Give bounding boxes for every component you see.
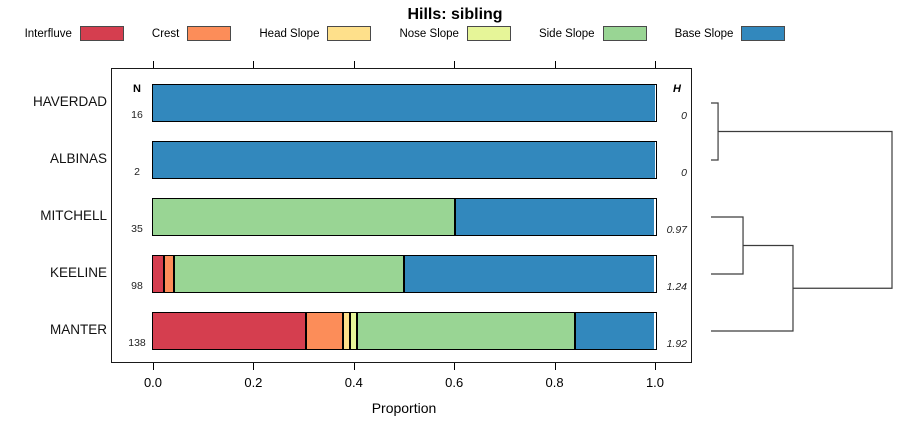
x-tick-bottom: [153, 363, 154, 370]
dendrogram-link: [711, 102, 719, 161]
bar-segment-interfluve: [152, 313, 306, 349]
legend-swatch: [466, 26, 511, 41]
bar-segment-head-slope: [341, 313, 349, 349]
h-value: 1.24: [666, 281, 687, 293]
n-value: 16: [131, 109, 143, 121]
x-tick-label: 0.4: [344, 375, 363, 390]
stacked-bar: [151, 141, 657, 179]
n-column-header: N: [133, 83, 141, 95]
x-tick-bottom: [353, 363, 355, 370]
bar-segment-side-slope: [152, 199, 454, 235]
x-tick-top: [655, 61, 656, 68]
legend-label: Head Slope: [259, 27, 320, 40]
legend-item: Crest: [151, 26, 232, 41]
stacked-bar: [151, 255, 657, 293]
row-label: HAVERDAD: [32, 94, 107, 109]
x-axis-title: Proportion: [371, 400, 437, 416]
legend-swatch: [741, 26, 786, 41]
n-value: 98: [131, 280, 143, 292]
legend-item: Side Slope: [539, 26, 647, 41]
legend-label: Interfluve: [24, 27, 72, 40]
row-label: MITCHELL: [40, 208, 107, 223]
bar-segment-side-slope: [172, 256, 404, 292]
x-tick-top: [253, 61, 255, 68]
x-tick-top: [454, 61, 456, 68]
bar-segment-crest: [305, 313, 342, 349]
legend-label: Crest: [151, 27, 180, 40]
h-value: 0: [681, 110, 687, 122]
dendrogram-link: [718, 130, 893, 289]
stacked-bar: [151, 198, 657, 236]
x-tick-top: [554, 61, 556, 68]
legend-label: Side Slope: [538, 27, 595, 40]
x-tick-bottom: [554, 363, 556, 370]
legend-label: Base Slope: [674, 27, 734, 40]
chart-title: Hills: sibling: [407, 6, 503, 23]
legend-swatch: [79, 26, 124, 41]
legend-item: Head Slope: [259, 26, 372, 41]
row-label: ALBINAS: [49, 151, 107, 166]
legend: Interfluve Crest Head Slope Nose Slope Side …: [0, 26, 810, 41]
row-label: KEELINE: [49, 265, 107, 280]
bar-segment-base-slope: [453, 199, 655, 235]
x-tick-bottom: [454, 363, 456, 370]
n-value: 35: [131, 223, 143, 235]
x-tick-label: 0.0: [143, 375, 163, 390]
legend-swatch: [327, 26, 372, 41]
stacked-bar: [151, 84, 657, 122]
x-tick-label: 0.6: [445, 375, 464, 390]
bar-segment-interfluve: [152, 256, 163, 292]
plot-area: [111, 68, 692, 363]
legend-swatch: [187, 26, 232, 41]
x-tick-label: 1.0: [645, 375, 665, 390]
n-value: 138: [128, 337, 146, 349]
bar-segment-base-slope: [403, 256, 655, 292]
legend-item: Base Slope: [675, 26, 786, 41]
bar-segment-base-slope: [152, 142, 655, 178]
legend-item: Nose Slope: [399, 26, 511, 41]
bar-segment-base-slope: [574, 313, 655, 349]
h-column-header: H: [673, 83, 681, 95]
row-label: MANTER: [50, 322, 107, 337]
dendrogram: [711, 102, 893, 332]
x-tick-bottom: [253, 363, 255, 370]
x-tick-top: [153, 61, 154, 68]
bar-segment-side-slope: [355, 313, 575, 349]
stacked-bar: [151, 312, 657, 350]
bar-segment-base-slope: [152, 85, 655, 121]
x-tick-label: 0.2: [244, 375, 263, 390]
dendrogram-link: [711, 244, 794, 332]
x-tick-bottom: [655, 363, 656, 370]
h-value: 0: [681, 167, 687, 179]
bar-segment-nose-slope: [348, 313, 356, 349]
legend-swatch: [602, 26, 647, 41]
h-value: 1.92: [666, 338, 687, 350]
n-value: 2: [134, 166, 140, 178]
h-value: 0.97: [666, 224, 687, 236]
x-tick-label: 0.8: [545, 375, 564, 390]
legend-label: Nose Slope: [399, 27, 459, 40]
bar-segment-crest: [162, 256, 173, 292]
x-tick-top: [353, 61, 355, 68]
dendrogram-link: [711, 216, 744, 275]
legend-item: Interfluve: [25, 26, 124, 41]
